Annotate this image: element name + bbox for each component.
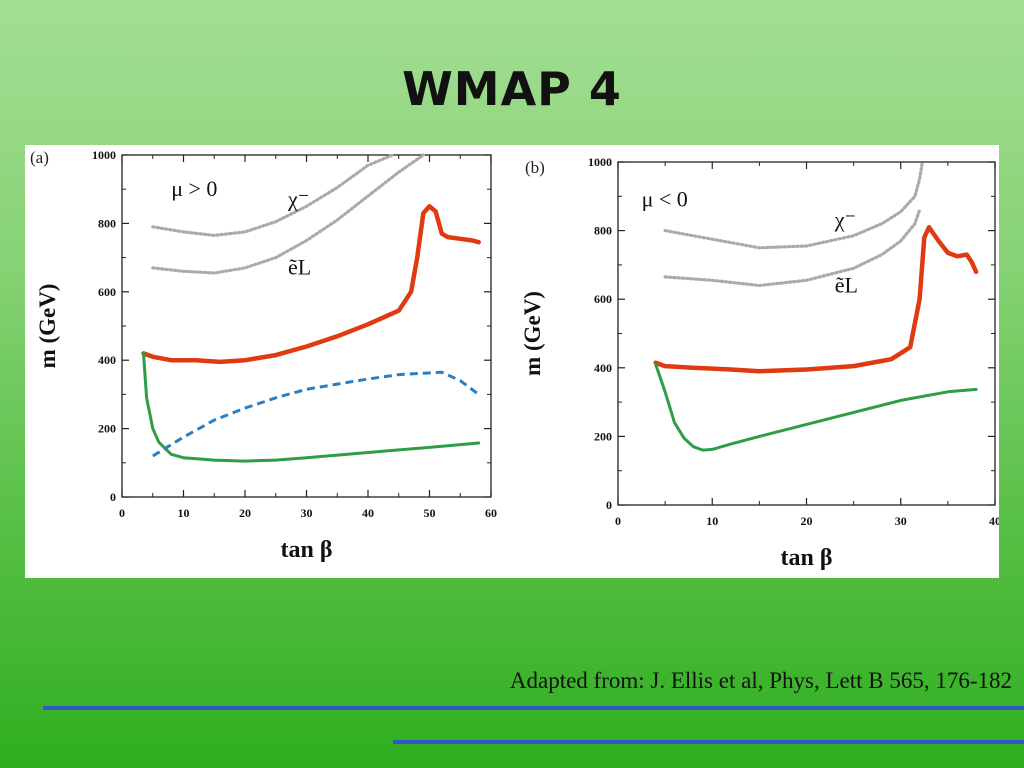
- x-tick-label: 10: [178, 506, 190, 520]
- y-tick-label: 1000: [588, 155, 612, 169]
- y-tick-label: 600: [98, 285, 116, 299]
- series-line-1: [151, 153, 425, 275]
- annotation-label: μ > 0: [171, 176, 217, 201]
- series-line-4: [152, 370, 480, 458]
- x-tick-label: 20: [239, 506, 251, 520]
- series-line-2: [141, 204, 481, 365]
- x-axis-label: tan β: [781, 545, 833, 571]
- annotation-label: ẽL: [288, 255, 311, 280]
- y-tick-label: 800: [98, 216, 116, 230]
- annotation-label: ẽL: [835, 272, 858, 297]
- y-tick-label: 400: [594, 361, 612, 375]
- series-line-3: [142, 351, 481, 463]
- annotation-label: μ < 0: [642, 187, 688, 212]
- y-tick-label: 0: [110, 490, 116, 504]
- x-tick-label: 40: [989, 514, 999, 528]
- figure-panel: 0 200 400 600 800 1000 0 10 20 30 40 50 60 (a) m (GeV)…: [25, 145, 999, 578]
- series-line-2: [653, 224, 979, 374]
- chart-panel-b: 0 200 400 600 800 1000 0 10 20 30 40 (b) m (GeV) tan …: [520, 155, 999, 571]
- panel-label: (a): [30, 148, 49, 167]
- chart-panel-a: 0 200 400 600 800 1000 0 10 20 30 40 50 60 (a) m (GeV)…: [30, 148, 497, 563]
- x-tick-label: 30: [301, 506, 313, 520]
- y-tick-label: 1000: [92, 148, 116, 162]
- plot-frame: [617, 161, 996, 506]
- slide-title: WMAP 4: [402, 62, 622, 116]
- x-tick-label: 0: [119, 506, 125, 520]
- series-line-1: [663, 208, 922, 288]
- x-tick-label: 30: [895, 514, 907, 528]
- series-line-0: [663, 160, 924, 250]
- series-line-0: [151, 153, 395, 237]
- x-tick-label: 60: [485, 506, 497, 520]
- x-tick-label: 20: [801, 514, 813, 528]
- x-axis-label: tan β: [281, 537, 333, 563]
- x-tick-label: 40: [362, 506, 374, 520]
- x-tick-label: 0: [615, 514, 621, 528]
- y-tick-label: 200: [98, 422, 116, 436]
- x-tick-label: 50: [424, 506, 436, 520]
- divider-line-lower: [393, 740, 1024, 744]
- y-tick-label: 200: [594, 429, 612, 443]
- y-tick-label: 800: [594, 224, 612, 238]
- x-tick-label: 10: [706, 514, 718, 528]
- y-axis-label: m (GeV): [520, 291, 545, 376]
- y-axis-label: m (GeV): [35, 284, 60, 369]
- panel-label: (b): [525, 158, 545, 177]
- y-tick-label: 400: [98, 353, 116, 367]
- source-caption: Adapted from: J. Ellis et al, Phys, Lett…: [509, 668, 1012, 693]
- annotation-label: χ⁻: [287, 186, 309, 211]
- y-tick-label: 0: [606, 498, 612, 512]
- y-tick-label: 600: [594, 292, 612, 306]
- annotation-label: χ⁻: [834, 207, 856, 232]
- series-line-3: [654, 362, 978, 452]
- divider-line-upper: [43, 706, 1024, 710]
